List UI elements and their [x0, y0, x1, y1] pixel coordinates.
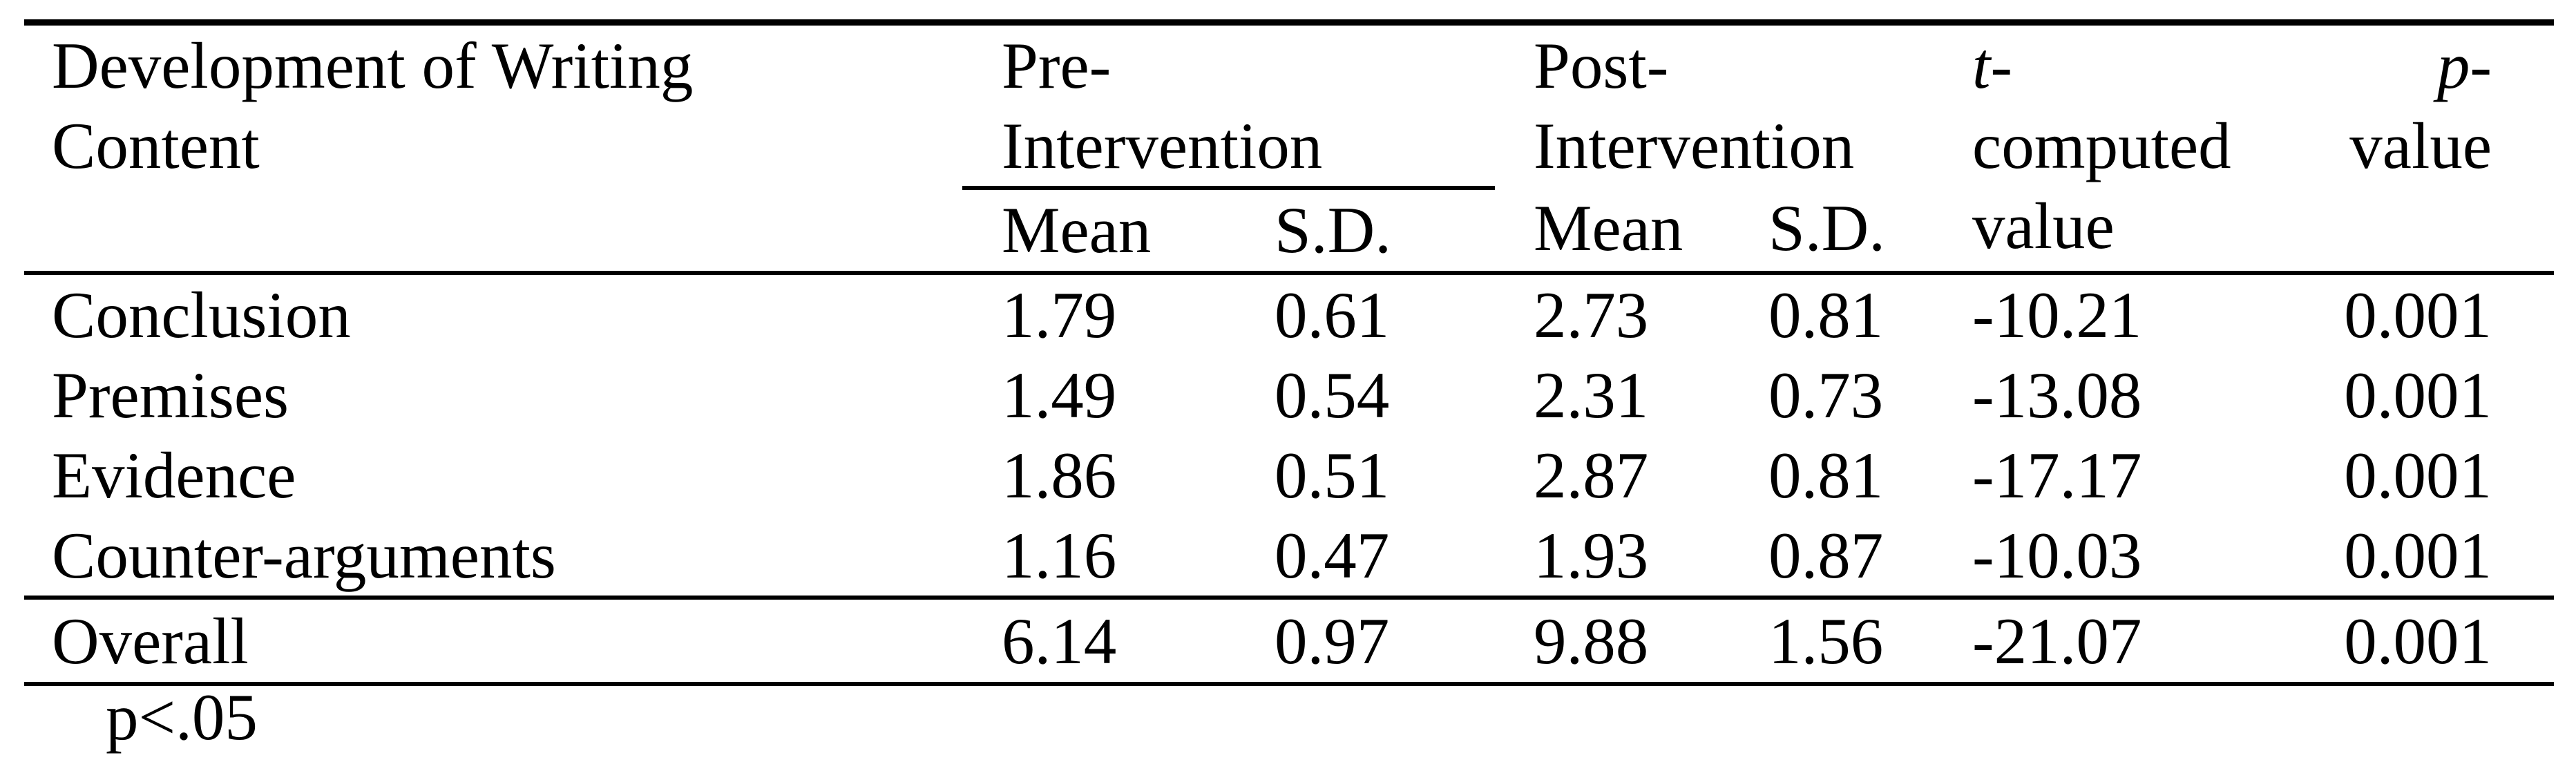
p-value-cell: 0.001	[2318, 596, 2555, 686]
t-label-rest: computed value	[1972, 109, 2231, 263]
post-mean-cell: 9.88	[1495, 596, 1744, 686]
header-post-mean: Mean	[1495, 188, 1744, 275]
header-row-groups: Development of Writing Content Pre- Inte…	[24, 22, 2555, 275]
table-row: Evidence 1.86 0.51 2.87 0.81 -17.17 0.00…	[24, 435, 2554, 515]
post-sd-cell: 0.81	[1768, 439, 1884, 512]
header-pre-mean: Mean	[962, 188, 1253, 275]
header-post-sd: S.D.	[1743, 188, 1948, 275]
table-row: Premises 1.49 0.54 2.31 0.73 -13.08 0.00…	[24, 355, 2554, 435]
table-row: Counter-arguments 1.16 0.47 1.93 0.87 -1…	[24, 515, 2554, 598]
pre-mean-cell: 1.79	[1002, 278, 1117, 352]
post-sd-cell: 0.73	[1768, 359, 1884, 432]
t-value-cell: -10.21	[1972, 278, 2142, 352]
overall-row: Overall 6.14 0.97 9.88 1.56 -21.07 0.001	[24, 596, 2555, 686]
pre-sd-cell: 0.97	[1253, 596, 1496, 686]
post-sd-cell: 0.81	[1768, 278, 1884, 352]
pre-mean-cell: 1.49	[1002, 359, 1117, 432]
pre-mean-cell: 1.16	[1002, 519, 1117, 592]
header-pre-sd: S.D.	[1253, 188, 1496, 275]
table-row: Conclusion 1.79 0.61 2.73 0.81 -10.21 0.…	[24, 273, 2554, 355]
header-post-intervention-group: Post- Intervention	[1534, 29, 1855, 182]
p-value-cell: 0.001	[2344, 278, 2492, 352]
significance-footnote: p<.05	[106, 680, 258, 754]
row-label: Overall	[24, 596, 962, 686]
pre-sd-cell: 0.54	[1275, 359, 1390, 432]
header-t-computed-value: t-computed value	[1947, 22, 2319, 275]
header-row-label: Development of Writing Content	[24, 22, 962, 275]
t-value-cell: -17.17	[1972, 439, 2142, 512]
post-mean-cell: 2.31	[1534, 359, 1649, 432]
t-value-cell: -21.07	[1947, 596, 2319, 686]
pre-sd-cell: 0.47	[1275, 519, 1390, 592]
p-label-rest: value	[2349, 109, 2492, 182]
pre-mean-cell: 1.86	[1002, 439, 1117, 512]
row-label: Counter-arguments	[52, 519, 556, 592]
row-label: Conclusion	[52, 278, 351, 352]
header-p-value: p-value	[2318, 22, 2555, 275]
p-value-cell: 0.001	[2344, 519, 2492, 592]
post-sd-cell: 1.56	[1743, 596, 1948, 686]
t-italic-label: t-	[1972, 29, 2013, 102]
pre-sd-cell: 0.61	[1275, 278, 1390, 352]
row-label: Evidence	[52, 439, 296, 512]
results-table: Development of Writing Content Pre- Inte…	[24, 19, 2555, 686]
post-mean-cell: 2.73	[1534, 278, 1649, 352]
t-value-cell: -10.03	[1972, 519, 2142, 592]
t-value-cell: -13.08	[1972, 359, 2142, 432]
header-row-stats: Mean S.D. Mean S.D.	[24, 188, 2554, 275]
header-pre-intervention-group: Pre- Intervention	[962, 22, 1496, 190]
post-mean-cell: 1.93	[1534, 519, 1649, 592]
post-sd-cell: 0.87	[1768, 519, 1884, 592]
post-mean-cell: 2.87	[1534, 439, 1649, 512]
p-italic-label: p-	[2436, 29, 2492, 102]
table-header: Development of Writing Content Pre- Inte…	[24, 22, 2555, 275]
p-value-cell: 0.001	[2344, 439, 2492, 512]
pre-mean-cell: 6.14	[962, 596, 1253, 686]
p-value-cell: 0.001	[2344, 359, 2492, 432]
table-body: Conclusion 1.79 0.61 2.73 0.81 -10.21 0.…	[24, 273, 2555, 686]
row-label: Premises	[52, 359, 289, 432]
pre-sd-cell: 0.51	[1275, 439, 1390, 512]
